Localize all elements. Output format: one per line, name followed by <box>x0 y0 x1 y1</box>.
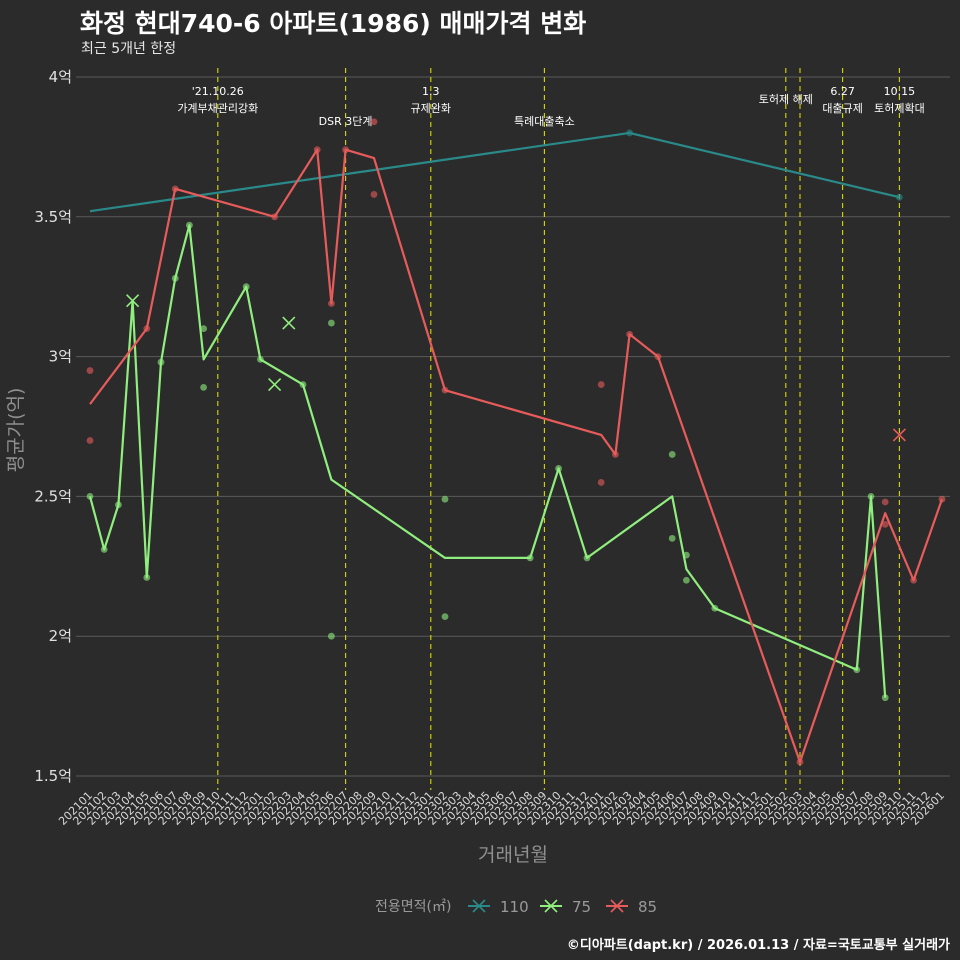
legend-item-110: 110 <box>468 898 529 916</box>
data-point <box>86 437 94 444</box>
data-point <box>881 498 889 506</box>
y-tick-label: 1.5억 <box>34 767 72 785</box>
data-point <box>597 381 605 388</box>
data-point <box>668 534 676 542</box>
data-point <box>583 554 591 562</box>
data-point <box>881 694 889 702</box>
data-point <box>441 386 449 394</box>
chart-title: 화정 현대740-6 아파트(1986) 매매가격 변화 <box>80 9 587 38</box>
data-point <box>626 129 633 137</box>
legend-item-75: 75 <box>540 898 591 916</box>
data-point <box>157 358 165 366</box>
y-tick-label: 2억 <box>49 627 72 645</box>
cancelled-marker <box>126 294 140 308</box>
event-label: 10.15 <box>884 85 916 98</box>
y-tick-label: 2.5억 <box>34 487 72 505</box>
data-point <box>171 185 179 193</box>
data-point <box>370 118 378 126</box>
data-point <box>896 193 903 201</box>
series-75 <box>86 221 889 702</box>
data-point <box>441 495 449 503</box>
event-label: 6.27 <box>830 85 855 98</box>
data-point <box>867 493 875 500</box>
legend-label: 75 <box>572 898 591 916</box>
data-point <box>881 520 889 528</box>
data-point <box>143 574 151 581</box>
event-label: 토허제확대 <box>874 102 925 115</box>
event-label: '21.10.26 <box>192 85 244 98</box>
data-point <box>910 576 917 584</box>
data-point <box>441 613 449 621</box>
source-caption: ©디아파트(dapt.kr) / 2026.01.13 / 자료=국토교통부 실… <box>566 938 950 953</box>
data-point <box>711 604 719 612</box>
legend-title: 전용면적(㎡) <box>375 899 451 915</box>
cancelled-marker <box>282 316 296 330</box>
event-label: 1.3 <box>422 85 440 98</box>
data-point <box>86 493 94 500</box>
series-line <box>88 224 887 698</box>
legend-item-85: 85 <box>606 898 657 916</box>
event-label: 토허제 해제 <box>759 92 813 106</box>
data-point <box>597 479 605 486</box>
y-axis-title: 평균가(억) <box>5 388 27 473</box>
legend-label: 85 <box>638 898 657 916</box>
data-point <box>299 381 307 388</box>
x-axis-title: 거래년월 <box>478 844 548 866</box>
data-point <box>668 451 676 458</box>
series-110 <box>89 129 903 213</box>
data-point <box>328 300 335 307</box>
data-point <box>313 146 321 154</box>
data-point <box>200 325 208 333</box>
data-point <box>242 283 250 291</box>
data-point <box>86 367 94 374</box>
data-point <box>143 325 151 333</box>
data-point <box>186 221 193 229</box>
data-point <box>115 501 122 509</box>
legend-label: 110 <box>500 898 529 916</box>
data-point <box>796 758 804 766</box>
event-label: 규제완화 <box>411 102 451 115</box>
data-point <box>683 551 690 559</box>
data-point <box>938 495 946 503</box>
data-point <box>342 146 349 154</box>
data-point <box>200 383 208 391</box>
data-point <box>171 274 179 282</box>
data-point <box>612 451 619 458</box>
data-point <box>853 666 861 674</box>
y-tick-label: 3.5억 <box>34 208 72 226</box>
y-tick-label: 3억 <box>49 348 72 366</box>
data-point <box>654 353 662 360</box>
data-point <box>526 554 534 562</box>
data-point <box>626 330 633 338</box>
cancelled-marker <box>268 377 282 392</box>
series-85 <box>86 118 946 766</box>
data-point <box>100 546 108 553</box>
legend-key-marker <box>544 899 558 913</box>
event-label: 가계부채관리강화 <box>177 102 258 115</box>
event-label: 특례대출축소 <box>514 115 575 128</box>
data-point <box>271 213 278 221</box>
data-point <box>370 191 378 198</box>
data-point <box>328 632 335 640</box>
data-point <box>328 319 335 327</box>
chart-subtitle: 최근 5개년 한정 <box>81 41 177 57</box>
legend-key-marker <box>472 899 486 913</box>
data-point <box>555 465 562 472</box>
data-point <box>683 576 690 584</box>
data-point <box>257 355 264 363</box>
event-label: DSR 3단계 <box>319 115 373 128</box>
y-tick-label: 4억 <box>49 68 72 86</box>
legend-key-marker <box>610 899 624 913</box>
event-label: 대출규제 <box>822 102 862 115</box>
cancelled-marker <box>892 428 906 442</box>
